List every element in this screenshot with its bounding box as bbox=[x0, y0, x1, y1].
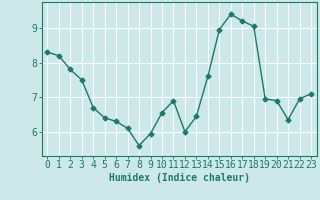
X-axis label: Humidex (Indice chaleur): Humidex (Indice chaleur) bbox=[109, 173, 250, 183]
